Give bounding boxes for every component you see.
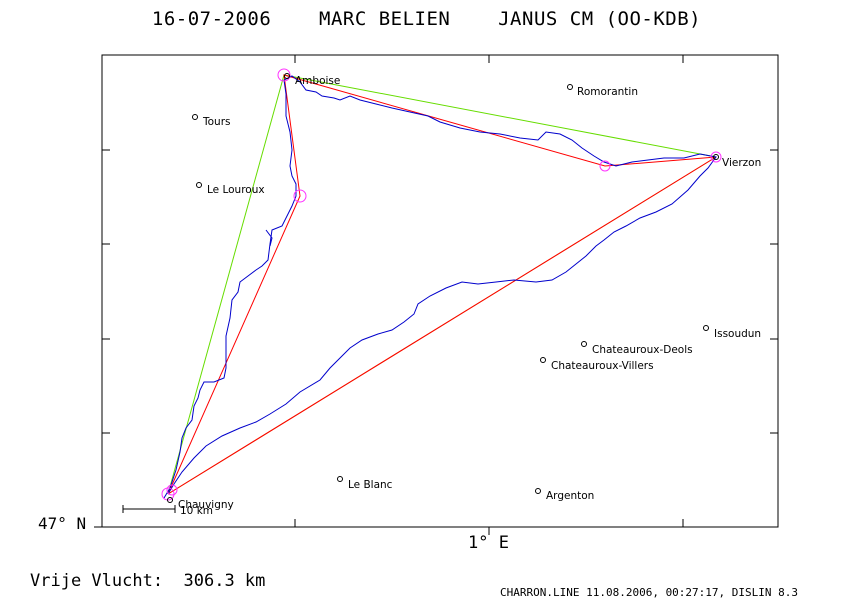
city-marker-chateauroux-villers: [540, 357, 546, 363]
city-label-amboise: Amboise: [295, 75, 340, 87]
city-label-chauvigny: Chauvigny: [178, 499, 234, 511]
turnpoint-romorantin-leg: [599, 160, 611, 172]
city-label-vierzon: Vierzon: [722, 157, 761, 169]
city-marker-tours: [192, 114, 198, 120]
city-marker-chateauroux-deols: [581, 341, 587, 347]
scale-bar: [122, 505, 176, 513]
longitude-label: 1° E: [468, 533, 509, 553]
city-marker-le-blanc: [337, 476, 343, 482]
city-label-romorantin: Romorantin: [577, 86, 638, 98]
map-title: 16-07-2006 MARC BELIEN JANUS CM (OO-KDB): [151, 8, 702, 30]
city-label-chateauroux-villers: Chateauroux-Villers: [551, 360, 654, 372]
latitude-label: 47° N: [38, 514, 87, 533]
turnpoint-le-louroux: [293, 189, 307, 203]
city-marker-romorantin: [567, 84, 573, 90]
city-marker-le-louroux: [196, 182, 202, 188]
flight-track: [163, 75, 717, 499]
city-marker-chauvigny: [167, 497, 173, 503]
right-ticks: [770, 149, 778, 434]
map-frame: [101, 54, 779, 528]
track-detail: [265, 229, 273, 247]
city-marker-vierzon: [713, 154, 719, 160]
top-ticks: [294, 55, 684, 63]
turnpoint-vierzon: [710, 151, 722, 163]
city-markers: [167, 73, 719, 503]
city-label-le-blanc: Le Blanc: [348, 479, 393, 491]
city-marker-amboise: [284, 73, 290, 79]
route-green-line: [167, 74, 717, 495]
footer-text: CHARRON.LINE 11.08.2006, 00:27:17, DISLI…: [500, 586, 799, 599]
city-label-le-louroux: Le Louroux: [207, 184, 265, 196]
city-label-argenton: Argenton: [546, 490, 594, 502]
route-red-line: [167, 74, 717, 495]
distance-text: Vrije Vlucht: 306.3 km: [30, 571, 266, 591]
city-label-tours: Tours: [202, 116, 231, 128]
scale-bar-label: 10 km: [180, 505, 213, 517]
city-label-issoudun: Issoudun: [714, 328, 761, 340]
left-ticks: [94, 149, 110, 528]
bottom-ticks: [294, 519, 684, 535]
turnpoints: [161, 68, 722, 501]
city-marker-argenton: [535, 488, 541, 494]
turnpoint-amboise: [277, 68, 291, 82]
city-label-chateauroux-deols: Chateauroux-Deols: [592, 344, 693, 356]
city-marker-issoudun: [703, 325, 709, 331]
